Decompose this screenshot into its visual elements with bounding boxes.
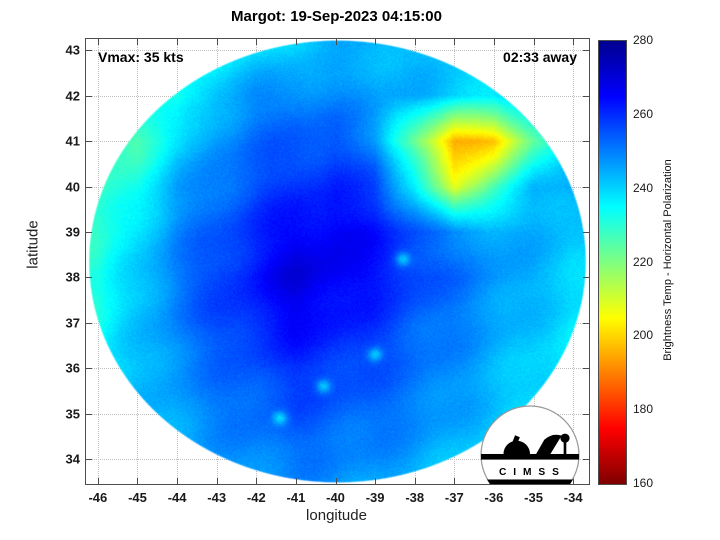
x-tick-label: -38 (405, 490, 425, 505)
y-tick-mark (86, 322, 92, 324)
y-tick-label: 39 (65, 224, 80, 240)
x-tick-mark (335, 39, 337, 45)
y-tick-mark (583, 368, 589, 370)
y-tick-mark (86, 141, 92, 143)
x-tick-label: -41 (286, 490, 306, 505)
x-tick-label: -35 (524, 490, 543, 505)
y-tick-mark (583, 277, 589, 279)
colorbar-label: Brightness Temp - Horizontal Polarizatio… (662, 159, 674, 361)
colorbar-tick-label: 220 (633, 254, 654, 269)
x-tick-label: -45 (128, 490, 147, 505)
x-tick-label: -46 (88, 490, 108, 505)
plot-area: Vmax: 35 kts 02:33 away C I M S S -46 -45… (66, 38, 590, 505)
cimss-logo: C I M S S (479, 404, 581, 484)
colorbar-tick-label: 200 (633, 328, 654, 343)
colorbar-tick-label: 260 (633, 106, 654, 121)
colorbar-tick-label: 240 (633, 180, 654, 195)
x-tick-label: -37 (444, 490, 464, 505)
colorbar-tick-label: 280 (633, 33, 654, 47)
x-tick-mark (216, 478, 218, 484)
y-tick-mark (86, 459, 92, 461)
x-tick-label: -43 (207, 490, 227, 505)
x-tick-label: -42 (246, 490, 266, 505)
y-tick-label: 34 (65, 451, 80, 467)
x-tick-mark (97, 478, 99, 484)
colorbar (598, 40, 627, 485)
x-tick-mark (414, 39, 416, 45)
x-tick-mark (97, 39, 99, 45)
y-tick-mark (583, 50, 589, 52)
y-tick-label: 38 (65, 269, 80, 285)
y-tick-mark (583, 322, 589, 324)
x-tick-mark (375, 478, 377, 484)
observatory-silhouette-icon (481, 433, 579, 484)
x-tick-label: -44 (167, 490, 187, 505)
y-tick-mark (86, 368, 92, 370)
y-tick-label: 36 (65, 360, 80, 376)
y-tick-mark (583, 95, 589, 97)
x-tick-mark (335, 478, 337, 484)
x-tick-mark (137, 39, 139, 45)
y-tick-mark (583, 231, 589, 233)
x-tick-mark (414, 478, 416, 484)
y-tick-mark (583, 186, 589, 188)
storm-heatmap (86, 39, 589, 484)
y-tick-label: 35 (65, 406, 80, 422)
y-tick-mark (583, 141, 589, 143)
x-tick-label: -39 (365, 490, 385, 505)
eta-annotation: 02:33 away (503, 49, 577, 65)
x-tick-label: -40 (326, 490, 345, 505)
colorbar-tick-label: 180 (633, 402, 654, 417)
x-tick-mark (256, 478, 258, 484)
x-tick-mark (533, 39, 535, 45)
y-tick-label: 43 (65, 42, 80, 58)
x-tick-mark (216, 39, 218, 45)
y-tick-label: 41 (65, 133, 80, 149)
y-tick-mark (86, 186, 92, 188)
y-tick-mark (86, 95, 92, 97)
colorbar-gradient (599, 41, 626, 484)
y-tick-mark (583, 459, 589, 461)
x-tick-mark (454, 39, 456, 45)
x-tick-label: -36 (484, 490, 504, 505)
x-tick-mark (177, 478, 179, 484)
x-tick-mark (573, 478, 575, 484)
x-tick-mark (454, 478, 456, 484)
x-tick-mark (256, 39, 258, 45)
y-tick-label: 42 (65, 88, 80, 104)
y-tick-label: 40 (65, 179, 80, 195)
logo-text: C I M S S (499, 467, 561, 478)
y-tick-label: 37 (65, 315, 80, 331)
y-tick-mark (86, 231, 92, 233)
x-tick-label: -34 (563, 490, 583, 505)
x-tick-mark (295, 478, 297, 484)
y-tick-mark (86, 50, 92, 52)
y-tick-mark (86, 277, 92, 279)
x-tick-mark (493, 39, 495, 45)
x-tick-mark (137, 478, 139, 484)
x-tick-mark (295, 39, 297, 45)
x-tick-mark (177, 39, 179, 45)
x-tick-mark (375, 39, 377, 45)
y-tick-mark (86, 413, 92, 415)
vmax-annotation: Vmax: 35 kts (98, 49, 184, 65)
x-axis-label: longitude (306, 507, 367, 524)
cimss-logo-graphic: C I M S S (480, 405, 580, 484)
y-tick-mark (583, 413, 589, 415)
colorbar-tick-label: 160 (633, 476, 654, 490)
plot-title: Margot: 19-Sep-2023 04:15:00 (231, 8, 442, 25)
x-tick-mark (573, 39, 575, 45)
